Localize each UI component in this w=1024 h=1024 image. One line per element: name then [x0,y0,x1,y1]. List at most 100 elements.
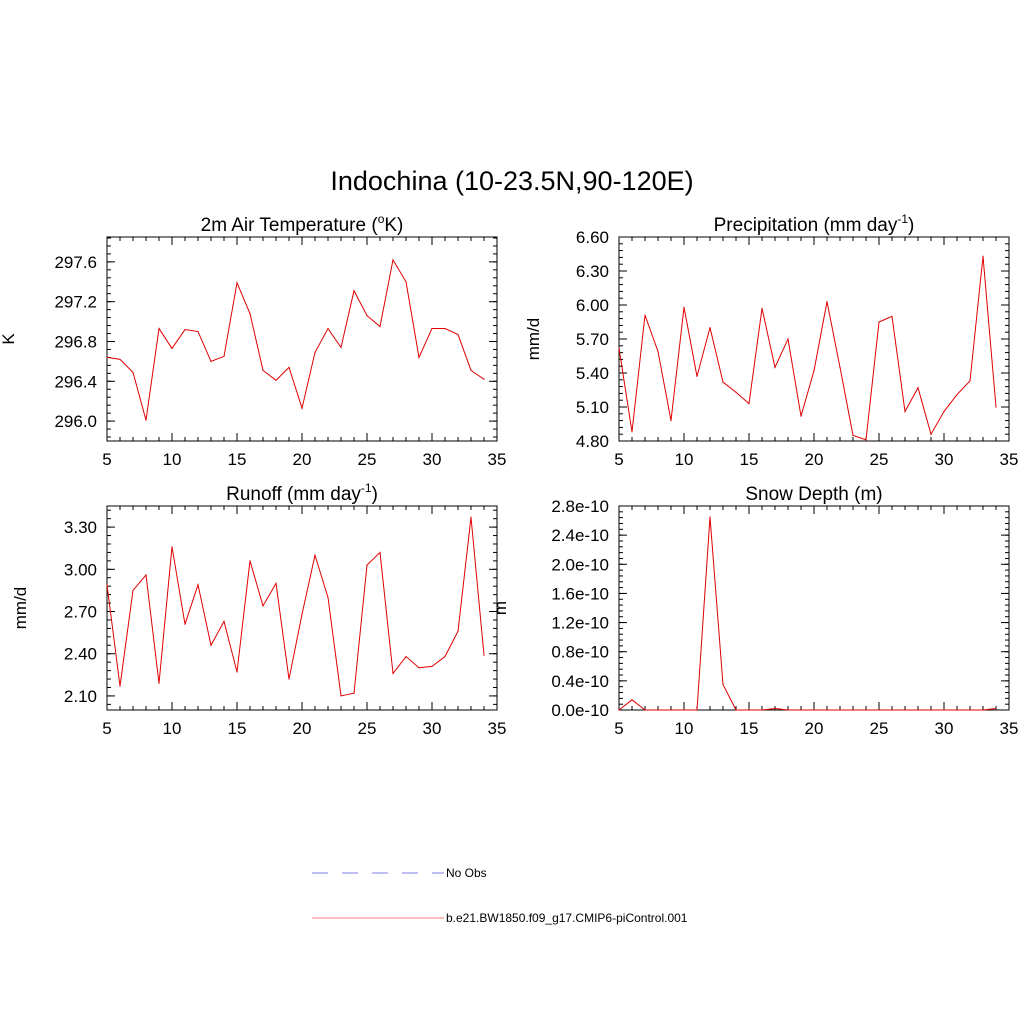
plot-frame [618,505,1010,711]
series-line [106,258,485,421]
data-point [631,699,633,701]
data-point [262,605,264,607]
data-point [865,709,867,711]
data-point [158,327,160,330]
y-tick-label: 5.40 [576,364,609,383]
data-point [262,369,264,371]
panel-1: 2m Air Temperature (oK) K 5 10 15 20 25 30 35 296… [0,212,506,469]
y-tick-label: 0.4e-10 [551,672,609,691]
x-tick-label: 10 [163,450,182,469]
y-axis-label: K [0,333,18,345]
data-point [470,516,472,518]
x-tick-label: 5 [102,450,111,469]
data-point [353,692,355,694]
data-point [969,380,971,382]
data-point [457,630,459,632]
data-point [800,415,802,417]
y-axis-label: mm/d [11,587,30,630]
data-point [483,378,485,380]
data-point [878,709,880,711]
data-point [930,709,932,711]
data-point [683,306,685,308]
panel-4: Snow Depth (m) m 5 10 15 20 25 30 35 0.0e-10 0.4e-… [491,484,1018,738]
data-point [683,709,685,711]
data-point [826,301,828,303]
plot-frame [106,505,498,711]
data-point [301,613,303,615]
y-tick-label: 297.6 [54,253,97,272]
data-point [275,379,277,381]
data-point [943,709,945,711]
x-tick-label: 15 [228,450,247,469]
data-point [761,709,763,711]
x-tick-label: 30 [423,719,442,738]
data-point [813,709,815,711]
y-axis-label: m [491,601,510,615]
y-tick-label: 0.8e-10 [551,643,609,662]
data-point [657,709,659,711]
data-point [787,709,789,711]
y-axis-label: mm/d [524,318,543,361]
data-point [288,366,290,368]
x-tick-label: 5 [614,719,623,738]
x-tick-label: 25 [870,719,889,738]
data-point [353,290,355,292]
x-tick-label: 30 [423,450,442,469]
data-point [631,431,633,433]
data-point [852,434,854,436]
data-point [249,560,251,562]
data-point [379,325,381,328]
y-tick-label: 297.2 [54,293,97,312]
x-tick-label: 30 [935,450,954,469]
data-point [405,655,407,658]
data-point [132,589,134,592]
x-tick-label: 20 [805,719,824,738]
panel-3: Runoff (mm day-1) mm/d 5 10 15 20 25 30 35 2.10 2.… [11,481,506,738]
x-tick-label: 10 [675,719,694,738]
y-tick-label: 6.30 [576,262,609,281]
x-tick-label: 5 [614,450,623,469]
data-point [917,387,919,389]
y-tick-label: 2.4e-10 [551,526,609,545]
data-point [943,410,945,413]
data-point [618,347,620,349]
data-point [405,281,407,283]
data-point [223,620,225,622]
x-tick-label: 15 [228,719,247,738]
y-tick-label: 6.60 [576,228,609,247]
panels: 2m Air Temperature (oK) K 5 10 15 20 25 30 35 296… [0,212,1018,738]
y-tick-label: 5.70 [576,330,609,349]
panel-title: Runoff (mm day-1) [226,481,378,505]
data-point [314,554,316,556]
data-point [366,315,368,317]
x-tick-label: 35 [1000,450,1019,469]
x-tick-label: 35 [488,719,507,738]
legend-model-label: b.e21.BW1850.f09_g17.CMIP6-piControl.001 [446,911,688,925]
data-point [956,393,958,396]
data-point [995,406,997,408]
data-point [930,433,932,435]
data-point [722,683,724,686]
data-point [379,551,381,554]
data-point [670,420,672,422]
data-point [184,328,186,331]
x-tick-label: 10 [163,719,182,738]
data-point [748,403,750,405]
data-point [210,360,212,362]
data-point [327,596,329,599]
data-point [917,709,919,711]
x-tick-label: 35 [488,450,507,469]
data-point [644,709,646,711]
x-tick-label: 10 [675,450,694,469]
data-point [197,584,199,586]
data-point [982,709,984,711]
data-point [969,709,971,711]
data-point [852,709,854,711]
data-point [392,672,394,675]
data-point [106,584,108,586]
data-point [761,307,763,309]
data-point [275,582,277,584]
y-tick-label: 3.30 [64,518,97,537]
data-point [696,709,698,711]
data-point [709,327,711,329]
